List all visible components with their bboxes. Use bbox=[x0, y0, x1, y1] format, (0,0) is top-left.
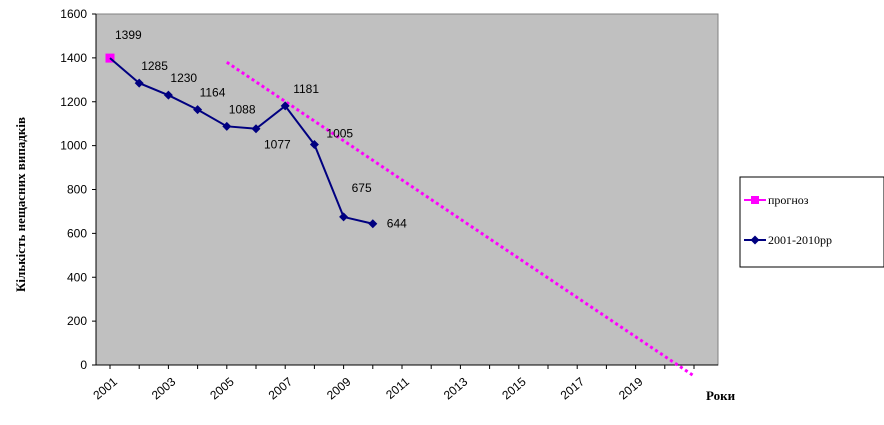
data-label: 1230 bbox=[170, 71, 197, 85]
data-point bbox=[339, 212, 349, 222]
y-tick-label: 400 bbox=[67, 270, 87, 284]
x-tick-label: 2007 bbox=[266, 374, 296, 402]
series-line-2001-2010 bbox=[109, 57, 374, 225]
y-tick-label: 0 bbox=[80, 358, 87, 372]
data-point bbox=[193, 105, 203, 115]
data-label: 644 bbox=[387, 217, 407, 231]
y-tick-label: 1400 bbox=[60, 51, 87, 65]
plot-area bbox=[95, 13, 719, 366]
legend bbox=[739, 176, 884, 268]
data-point bbox=[309, 140, 319, 150]
x-tick-label: 2015 bbox=[499, 374, 529, 402]
data-label: 1077 bbox=[264, 138, 291, 152]
forecast-trend-line bbox=[225, 61, 695, 378]
data-point bbox=[280, 101, 290, 111]
data-point bbox=[134, 78, 144, 88]
legend-series-marker bbox=[750, 235, 760, 245]
data-point bbox=[368, 219, 378, 229]
data-label: 1285 bbox=[141, 59, 168, 73]
y-tick-label: 600 bbox=[67, 226, 87, 240]
y-tick-label: 1600 bbox=[60, 7, 87, 21]
data-label: 1399 bbox=[115, 28, 142, 42]
data-point bbox=[163, 90, 173, 100]
data-label: 675 bbox=[352, 181, 372, 195]
x-tick-label: 2005 bbox=[207, 374, 237, 402]
x-axis-title: Роки bbox=[706, 388, 736, 403]
y-tick-label: 200 bbox=[67, 314, 87, 328]
x-tick-label: 2009 bbox=[324, 374, 354, 402]
data-point bbox=[251, 124, 261, 134]
legend-forecast-label: прогноз bbox=[768, 193, 809, 207]
y-tick-label: 800 bbox=[67, 183, 87, 197]
data-label: 1164 bbox=[200, 86, 226, 100]
x-tick-label: 2017 bbox=[558, 374, 588, 402]
x-tick-label: 2001 bbox=[90, 374, 120, 402]
y-axis-title: Кількість нещасних випадків bbox=[13, 117, 28, 292]
y-tick-label: 1000 bbox=[60, 139, 87, 153]
legend-forecast-marker bbox=[751, 196, 759, 204]
legend-series-label: 2001-2010рр bbox=[768, 233, 832, 247]
x-tick-label: 2011 bbox=[383, 374, 412, 402]
data-label: 1181 bbox=[293, 82, 319, 96]
data-label: 1088 bbox=[229, 102, 256, 116]
x-tick-label: 2019 bbox=[616, 374, 646, 402]
data-label: 1005 bbox=[326, 127, 353, 141]
data-point bbox=[222, 121, 232, 131]
x-tick-label: 2003 bbox=[149, 374, 179, 402]
x-tick-label: 2013 bbox=[441, 374, 471, 402]
y-tick-label: 1200 bbox=[60, 95, 87, 109]
